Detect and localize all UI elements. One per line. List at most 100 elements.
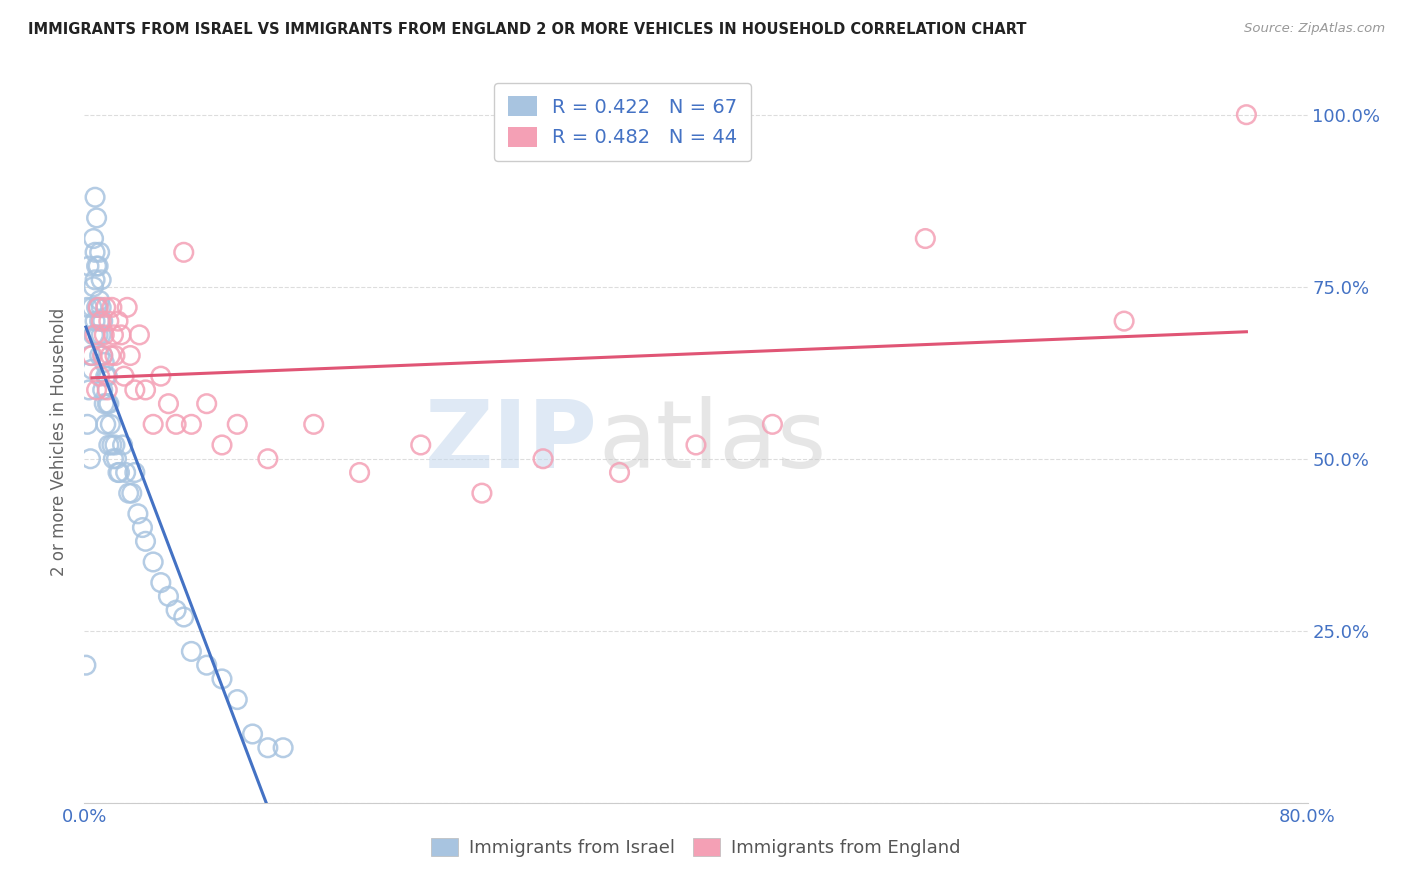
Point <box>609 466 631 480</box>
Point <box>271 740 294 755</box>
Point <box>96 397 118 411</box>
Point <box>84 314 107 328</box>
Point <box>98 349 121 363</box>
Point <box>93 327 115 342</box>
Point <box>211 672 233 686</box>
Point <box>180 417 202 432</box>
Point <box>120 349 142 363</box>
Point <box>79 451 101 466</box>
Point <box>80 301 103 315</box>
Point <box>118 486 141 500</box>
Point <box>104 438 127 452</box>
Point <box>531 451 554 466</box>
Point <box>91 349 114 363</box>
Point <box>105 451 128 466</box>
Point <box>111 438 134 452</box>
Point <box>101 301 124 315</box>
Point <box>96 369 118 384</box>
Point <box>87 259 110 273</box>
Point <box>128 327 150 342</box>
Point <box>157 590 180 604</box>
Point <box>142 417 165 432</box>
Point <box>79 349 101 363</box>
Point <box>761 417 783 432</box>
Point <box>149 575 172 590</box>
Point <box>157 397 180 411</box>
Point <box>121 486 143 500</box>
Point <box>77 383 100 397</box>
Point <box>80 362 103 376</box>
Point <box>173 245 195 260</box>
Point <box>84 327 107 342</box>
Point <box>90 314 112 328</box>
Point <box>91 383 114 397</box>
Point <box>104 349 127 363</box>
Point <box>257 451 280 466</box>
Point <box>257 740 280 755</box>
Point <box>76 301 98 315</box>
Point <box>1114 314 1136 328</box>
Point <box>108 466 131 480</box>
Point <box>165 603 187 617</box>
Text: ZIP: ZIP <box>425 395 598 488</box>
Point <box>93 397 115 411</box>
Point <box>84 245 107 260</box>
Point <box>90 327 112 342</box>
Point <box>90 301 112 315</box>
Point <box>349 466 371 480</box>
Point <box>110 327 132 342</box>
Point <box>87 327 110 342</box>
Point <box>76 417 98 432</box>
Point <box>242 727 264 741</box>
Point <box>124 383 146 397</box>
Point <box>226 417 249 432</box>
Point <box>97 314 120 328</box>
Point <box>91 349 114 363</box>
Point <box>409 438 432 452</box>
Point <box>101 438 124 452</box>
Point <box>80 349 103 363</box>
Point <box>83 279 105 293</box>
Point <box>165 417 187 432</box>
Point <box>75 658 97 673</box>
Point <box>173 610 195 624</box>
Point <box>84 273 107 287</box>
Point <box>685 438 707 452</box>
Point <box>114 466 136 480</box>
Point <box>149 369 172 384</box>
Point <box>86 301 108 315</box>
Point <box>211 438 233 452</box>
Point <box>94 369 117 384</box>
Point <box>135 534 157 549</box>
Point <box>89 349 111 363</box>
Point <box>90 273 112 287</box>
Point <box>195 658 218 673</box>
Point <box>135 383 157 397</box>
Point <box>89 369 111 384</box>
Text: atlas: atlas <box>598 395 827 488</box>
Point <box>107 314 129 328</box>
Text: IMMIGRANTS FROM ISRAEL VS IMMIGRANTS FROM ENGLAND 2 OR MORE VEHICLES IN HOUSEHOL: IMMIGRANTS FROM ISRAEL VS IMMIGRANTS FRO… <box>28 22 1026 37</box>
Point <box>142 555 165 569</box>
Point <box>86 211 108 225</box>
Point <box>87 301 110 315</box>
Point <box>97 397 120 411</box>
Point <box>96 383 118 397</box>
Point <box>127 507 149 521</box>
Point <box>86 259 108 273</box>
Point <box>131 520 153 534</box>
Point <box>107 466 129 480</box>
Point <box>87 301 110 315</box>
Y-axis label: 2 or more Vehicles in Household: 2 or more Vehicles in Household <box>51 308 69 575</box>
Point <box>89 314 111 328</box>
Point <box>226 692 249 706</box>
Point <box>94 417 117 432</box>
Point <box>180 644 202 658</box>
Point <box>94 301 117 315</box>
Point <box>86 383 108 397</box>
Text: Source: ZipAtlas.com: Source: ZipAtlas.com <box>1244 22 1385 36</box>
Point <box>98 417 121 432</box>
Point <box>112 369 135 384</box>
Point <box>91 314 114 328</box>
Point <box>83 231 105 245</box>
